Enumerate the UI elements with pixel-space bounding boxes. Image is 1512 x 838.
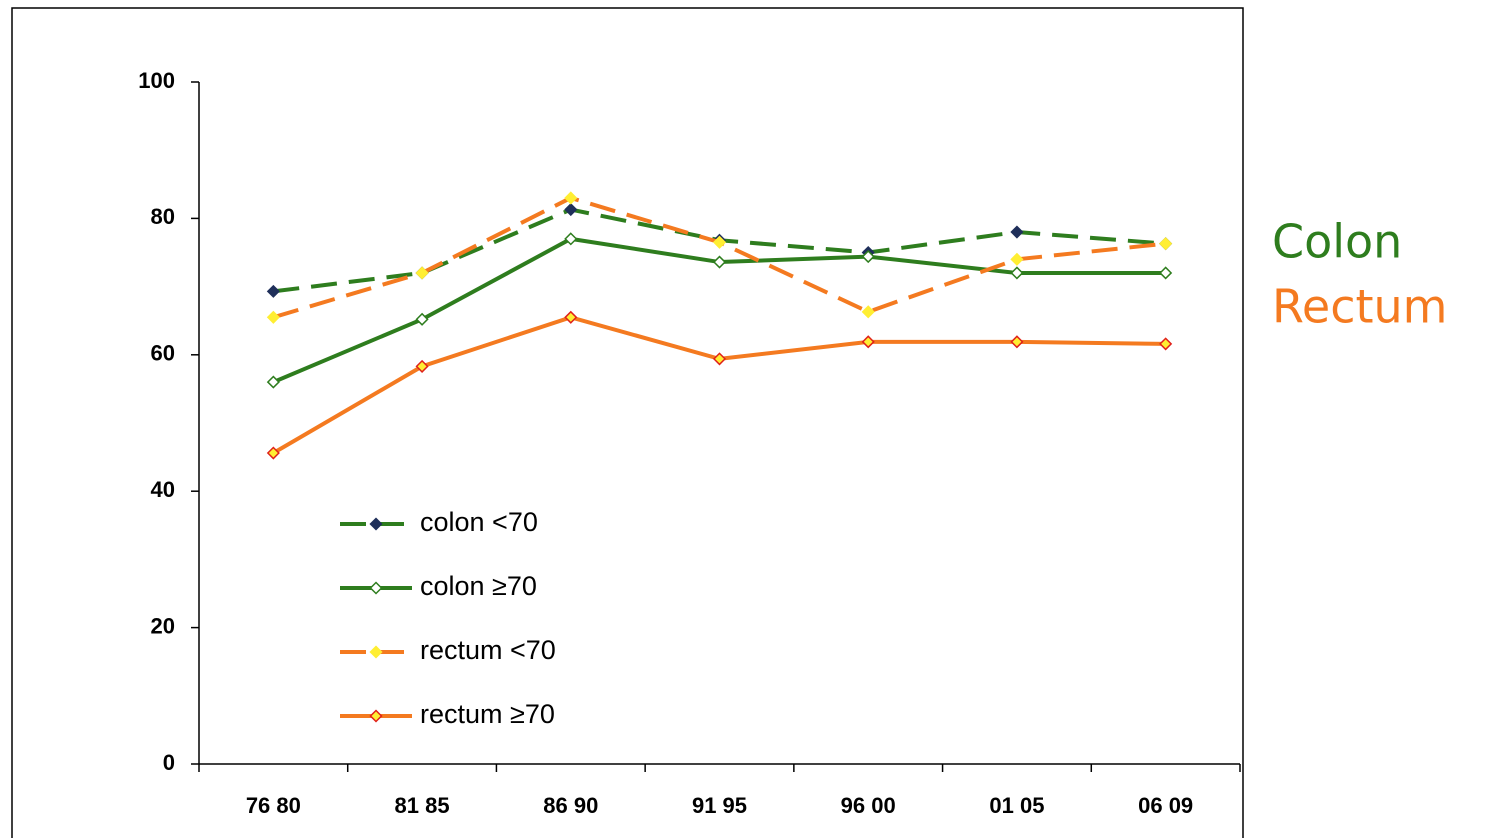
y-tick-label: 80 (151, 204, 175, 229)
legend-marker (369, 517, 383, 531)
y-tick-label: 20 (151, 613, 175, 638)
marker (1159, 237, 1173, 251)
marker (1010, 266, 1024, 280)
marker (1010, 252, 1024, 266)
marker (564, 232, 578, 246)
y-tick-label: 60 (151, 341, 175, 366)
legend-marker (369, 709, 383, 723)
marker (712, 235, 727, 249)
annotation: Colon (1272, 215, 1402, 269)
marker (712, 352, 727, 366)
marker (415, 312, 429, 326)
marker (564, 191, 578, 205)
marker (415, 266, 429, 280)
annotation: Rectum (1272, 280, 1448, 334)
x-tick-label: 86 90 (543, 793, 598, 818)
legend-marker (369, 645, 383, 659)
marker (1010, 335, 1024, 349)
x-tick-label: 91 95 (692, 793, 747, 818)
y-tick-label: 100 (138, 68, 175, 93)
marker (415, 359, 429, 373)
legend-marker (369, 581, 383, 595)
marker (861, 305, 875, 319)
marker (266, 446, 280, 460)
plot-frame (11, 7, 1244, 838)
x-tick-label: 01 05 (989, 793, 1044, 818)
y-tick-label: 0 (163, 750, 175, 775)
marker (1010, 225, 1024, 239)
marker (266, 284, 280, 298)
x-tick-label: 81 85 (395, 793, 450, 818)
y-tick-label: 40 (151, 477, 175, 502)
marker (1159, 337, 1173, 351)
marker (266, 310, 280, 324)
x-tick-label: 76 80 (246, 793, 301, 818)
legend-label: rectum ≥70 (420, 699, 555, 729)
marker (564, 310, 578, 324)
legend-label: colon ≥70 (420, 571, 537, 601)
marker (861, 250, 875, 264)
marker (861, 335, 875, 349)
legend-label: colon <70 (420, 507, 538, 537)
marker (266, 375, 280, 389)
marker (712, 255, 727, 269)
legend-label: rectum <70 (420, 635, 556, 665)
marker (1159, 266, 1173, 280)
x-tick-label: 96 00 (841, 793, 896, 818)
marker (564, 202, 578, 217)
x-tick-label: 06 09 (1138, 793, 1193, 818)
